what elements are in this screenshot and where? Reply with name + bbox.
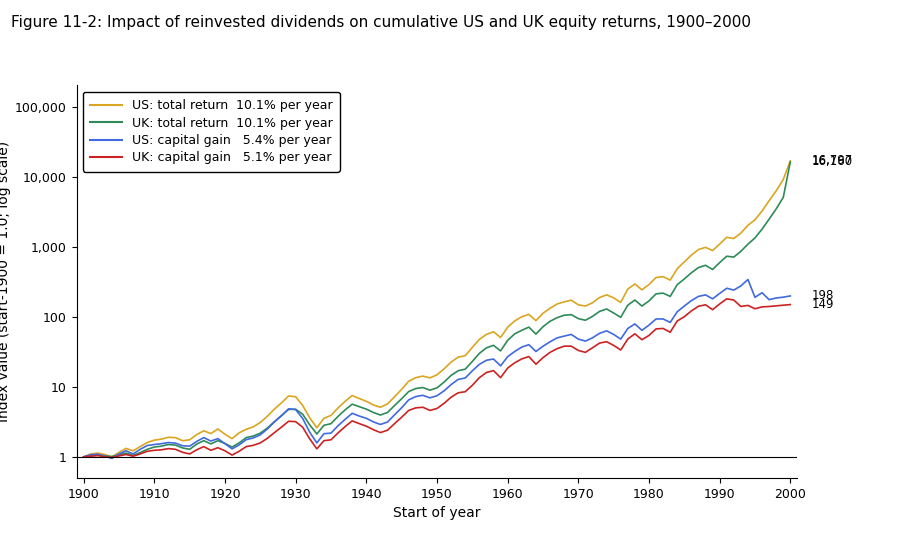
Text: 198: 198 <box>812 289 834 302</box>
UK: capital gain   5.1% per year: (2e+03, 149): capital gain 5.1% per year: (2e+03, 149) <box>785 301 796 308</box>
Text: 16,160: 16,160 <box>812 155 852 169</box>
Line: UK: capital gain   5.1% per year: UK: capital gain 5.1% per year <box>84 299 790 458</box>
Legend: US: total return  10.1% per year, UK: total return  10.1% per year, US: capital : US: total return 10.1% per year, UK: tot… <box>83 92 340 172</box>
US: capital gain   5.4% per year: (2e+03, 198): capital gain 5.4% per year: (2e+03, 198) <box>785 293 796 299</box>
US: capital gain   5.4% per year: (1.95e+03, 7.25): capital gain 5.4% per year: (1.95e+03, 7… <box>410 394 421 400</box>
UK: total return  10.1% per year: (1.91e+03, 1.05): total return 10.1% per year: (1.91e+03, … <box>128 452 139 459</box>
Text: 149: 149 <box>812 298 834 311</box>
UK: capital gain   5.1% per year: (1.9e+03, 0.98): capital gain 5.1% per year: (1.9e+03, 0.… <box>106 454 117 461</box>
US: total return  10.1% per year: (1.97e+03, 148): total return 10.1% per year: (1.97e+03, … <box>573 302 584 308</box>
US: total return  10.1% per year: (1.92e+03, 3.1): total return 10.1% per year: (1.92e+03, … <box>255 419 266 426</box>
Text: 16,797: 16,797 <box>812 154 852 167</box>
UK: total return  10.1% per year: (1.95e+03, 8.55): total return 10.1% per year: (1.95e+03, … <box>404 388 414 395</box>
UK: capital gain   5.1% per year: (1.93e+03, 1.84): capital gain 5.1% per year: (1.93e+03, 1… <box>262 435 273 442</box>
US: capital gain   5.4% per year: (1.93e+03, 2.5): capital gain 5.4% per year: (1.93e+03, 2… <box>262 426 273 432</box>
UK: total return  10.1% per year: (1.9e+03, 1): total return 10.1% per year: (1.9e+03, 1… <box>78 454 89 460</box>
US: total return  10.1% per year: (1.96e+03, 71): total return 10.1% per year: (1.96e+03, … <box>502 324 513 331</box>
US: capital gain   5.4% per year: (1.97e+03, 44.9): capital gain 5.4% per year: (1.97e+03, 4… <box>580 338 591 344</box>
US: total return  10.1% per year: (1.95e+03, 12): total return 10.1% per year: (1.95e+03, … <box>404 378 414 384</box>
US: capital gain   5.4% per year: (1.9e+03, 0.95): capital gain 5.4% per year: (1.9e+03, 0.… <box>106 455 117 461</box>
US: capital gain   5.4% per year: (1.91e+03, 1.28): capital gain 5.4% per year: (1.91e+03, 1… <box>135 446 146 452</box>
US: capital gain   5.4% per year: (1.99e+03, 340): capital gain 5.4% per year: (1.99e+03, 3… <box>742 276 753 282</box>
Line: US: total return  10.1% per year: US: total return 10.1% per year <box>84 161 790 457</box>
UK: capital gain   5.1% per year: (1.9e+03, 1): capital gain 5.1% per year: (1.9e+03, 1) <box>78 454 89 460</box>
X-axis label: Start of year: Start of year <box>393 506 481 520</box>
UK: total return  10.1% per year: (1.92e+03, 2.18): total return 10.1% per year: (1.92e+03, … <box>255 430 266 436</box>
UK: total return  10.1% per year: (1.98e+03, 113): total return 10.1% per year: (1.98e+03, … <box>608 310 619 316</box>
UK: capital gain   5.1% per year: (1.99e+03, 180): capital gain 5.1% per year: (1.99e+03, 1… <box>722 296 733 302</box>
US: total return  10.1% per year: (2e+03, 1.68e+04): total return 10.1% per year: (2e+03, 1.6… <box>785 158 796 164</box>
US: capital gain   5.4% per year: (1.98e+03, 47.9): capital gain 5.4% per year: (1.98e+03, 4… <box>615 336 626 342</box>
Line: US: capital gain   5.4% per year: US: capital gain 5.4% per year <box>84 279 790 458</box>
UK: total return  10.1% per year: (2e+03, 1.62e+04): total return 10.1% per year: (2e+03, 1.6… <box>785 159 796 165</box>
UK: capital gain   5.1% per year: (1.91e+03, 1.1): capital gain 5.1% per year: (1.91e+03, 1… <box>135 451 146 457</box>
UK: capital gain   5.1% per year: (1.98e+03, 33.5): capital gain 5.1% per year: (1.98e+03, 3… <box>615 347 626 353</box>
Text: Figure 11-2: Impact of reinvested dividends on cumulative US and UK equity retur: Figure 11-2: Impact of reinvested divide… <box>11 15 751 30</box>
US: total return  10.1% per year: (1.91e+03, 1.22): total return 10.1% per year: (1.91e+03, … <box>128 447 139 454</box>
US: total return  10.1% per year: (1.9e+03, 1): total return 10.1% per year: (1.9e+03, 1… <box>78 454 89 460</box>
UK: capital gain   5.1% per year: (1.97e+03, 31): capital gain 5.1% per year: (1.97e+03, 3… <box>580 349 591 356</box>
UK: total return  10.1% per year: (1.97e+03, 94): total return 10.1% per year: (1.97e+03, … <box>573 316 584 322</box>
UK: total return  10.1% per year: (1.96e+03, 46): total return 10.1% per year: (1.96e+03, … <box>502 337 513 343</box>
US: capital gain   5.4% per year: (1.96e+03, 31.9): capital gain 5.4% per year: (1.96e+03, 3… <box>509 348 520 355</box>
US: total return  10.1% per year: (1.98e+03, 186): total return 10.1% per year: (1.98e+03, … <box>608 295 619 301</box>
Y-axis label: Index value (start-1900 = 1.0; log scale): Index value (start-1900 = 1.0; log scale… <box>0 141 11 422</box>
Line: UK: total return  10.1% per year: UK: total return 10.1% per year <box>84 162 790 457</box>
UK: capital gain   5.1% per year: (1.95e+03, 5): capital gain 5.1% per year: (1.95e+03, 5… <box>410 405 421 411</box>
US: capital gain   5.4% per year: (1.9e+03, 1): capital gain 5.4% per year: (1.9e+03, 1) <box>78 454 89 460</box>
UK: capital gain   5.1% per year: (1.96e+03, 22): capital gain 5.1% per year: (1.96e+03, 2… <box>509 359 520 366</box>
